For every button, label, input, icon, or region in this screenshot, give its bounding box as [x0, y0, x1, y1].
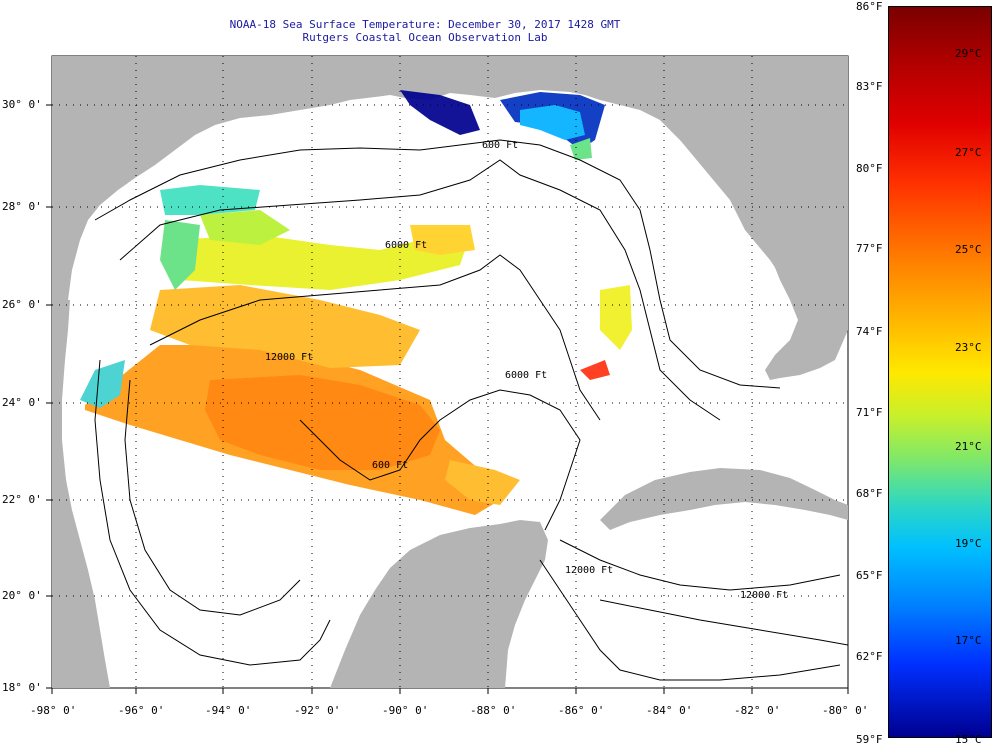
lat-label: 30° 0' [2, 98, 42, 111]
contour-label: 6000 Ft [385, 240, 428, 251]
lat-label: 28° 0' [2, 200, 42, 213]
colorbar-c-label: 29°C [955, 47, 982, 60]
colorbar-f-label: 62°F [856, 650, 883, 663]
lon-label: -82° 0' [734, 704, 781, 717]
colorbar-f-label: 68°F [856, 487, 883, 500]
colorbar-f-label: 77°F [856, 242, 883, 255]
lon-label: -94° 0' [205, 704, 252, 717]
land-yucatan [330, 520, 548, 688]
colorbar-f-label: 65°F [856, 569, 883, 582]
contour-label: 12000 Ft [565, 565, 614, 576]
contour-label: 600 Ft [482, 140, 519, 151]
colorbar-c-label: 15°C [955, 733, 982, 746]
lon-label: -98° 0' [30, 704, 77, 717]
contour-label: 600 Ft [372, 460, 409, 471]
contour-label: 12000 Ft [265, 352, 314, 363]
land-cuba [600, 468, 848, 530]
lat-label: 22° 0' [2, 493, 42, 506]
axis-ticks [46, 104, 849, 694]
lat-label: 18° 0' [2, 681, 42, 694]
depth-contours [94, 139, 848, 681]
map-subtitle: Rutgers Coastal Ocean Observation Lab [302, 31, 548, 44]
colorbar-f-label: 74°F [856, 325, 883, 338]
lat-label: 26° 0' [2, 298, 42, 311]
lon-label: -90° 0' [382, 704, 429, 717]
lon-label: -80° 0' [822, 704, 869, 717]
land-mexico [52, 300, 105, 688]
lat-label: 20° 0' [2, 589, 42, 602]
colorbar-c-label: 25°C [955, 243, 982, 256]
colorbar-f-label: 83°F [856, 80, 883, 93]
contour-label: 12000 Ft [740, 590, 789, 601]
lon-label: -96° 0' [118, 704, 165, 717]
colorbar-f-label: 86°F [856, 0, 883, 13]
contour-label: 6000 Ft [505, 370, 548, 381]
lon-label: -88° 0' [470, 704, 517, 717]
lat-lon-grid [52, 56, 848, 688]
lat-label: 24° 0' [2, 396, 42, 409]
temperature-colorbar [888, 6, 992, 738]
colorbar-f-label: 80°F [856, 162, 883, 175]
colorbar-f-label: 71°F [856, 406, 883, 419]
lon-label: -92° 0' [294, 704, 341, 717]
land-florida [660, 85, 848, 380]
colorbar-c-label: 23°C [955, 341, 982, 354]
colorbar-f-label: 59°F [856, 733, 883, 746]
colorbar-c-label: 21°C [955, 440, 982, 453]
lon-label: -84° 0' [646, 704, 693, 717]
map-title: NOAA-18 Sea Surface Temperature: Decembe… [229, 18, 621, 31]
colorbar-c-label: 17°C [955, 634, 982, 647]
colorbar-c-label: 19°C [955, 537, 982, 550]
colorbar-c-label: 27°C [955, 146, 982, 159]
lon-label: -86° 0' [558, 704, 605, 717]
